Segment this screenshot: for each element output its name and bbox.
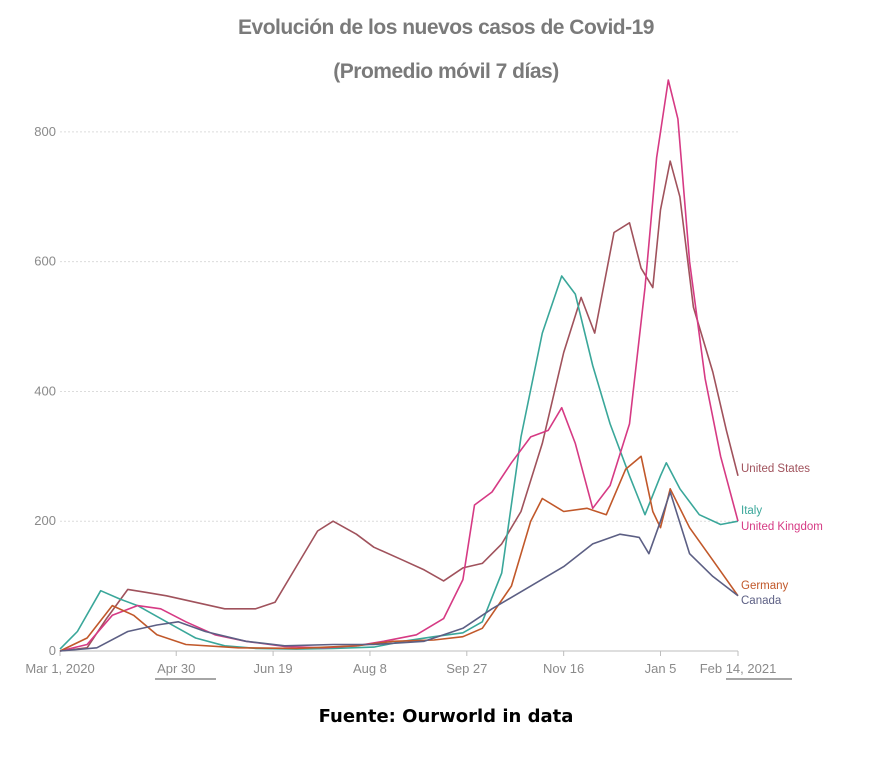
series-label: United States — [741, 463, 810, 475]
y-tick-label: 0 — [49, 643, 56, 658]
line-chart: 0 200 400 600 800 Mar 1, 2020 Apr 30 Jun 19 Aug… — [25, 79, 823, 680]
series-labels: United States Italy United Kingdom Germany C… — [741, 463, 823, 607]
series-line-canada — [59, 491, 739, 652]
x-tick-label: Jan 5 — [645, 661, 677, 676]
y-tick-label: 600 — [34, 254, 56, 269]
x-tick-label: Nov 16 — [543, 661, 584, 676]
y-tick-label: 800 — [34, 124, 56, 139]
x-tick-label: Apr 30 — [157, 661, 195, 676]
x-tick-label: Feb 14, 2021 — [700, 661, 777, 676]
x-axis-ticks: Mar 1, 2020 Apr 30 Jun 19 Aug 8 Sep 27 Nov 16… — [25, 651, 792, 680]
series-label: United Kingdom — [741, 521, 823, 533]
y-axis-ticks: 0 200 400 600 800 — [34, 124, 56, 658]
chart-title: Evolución de los nuevos casos de Covid-1… — [238, 16, 654, 39]
x-tick-label: Jun 19 — [254, 661, 293, 676]
y-tick-label: 400 — [34, 383, 56, 398]
series-line-united-states — [59, 160, 739, 652]
series-lines — [59, 79, 739, 652]
series-line-italy — [59, 275, 739, 650]
x-tick-label: Mar 1, 2020 — [25, 661, 94, 676]
series-line-germany — [59, 455, 739, 652]
series-line-united-kingdom — [59, 79, 739, 652]
x-tick-label: Aug 8 — [353, 661, 387, 676]
series-label: Canada — [741, 595, 782, 607]
series-label: Italy — [741, 505, 762, 517]
series-label: Germany — [741, 580, 789, 592]
x-tick-label: Sep 27 — [446, 661, 487, 676]
grid-lines — [60, 131, 738, 652]
source-note: Fuente: Ourworld in data — [318, 706, 574, 727]
chart-subtitle: (Promedio móvil 7 días) — [333, 60, 559, 83]
y-tick-label: 200 — [34, 513, 56, 528]
